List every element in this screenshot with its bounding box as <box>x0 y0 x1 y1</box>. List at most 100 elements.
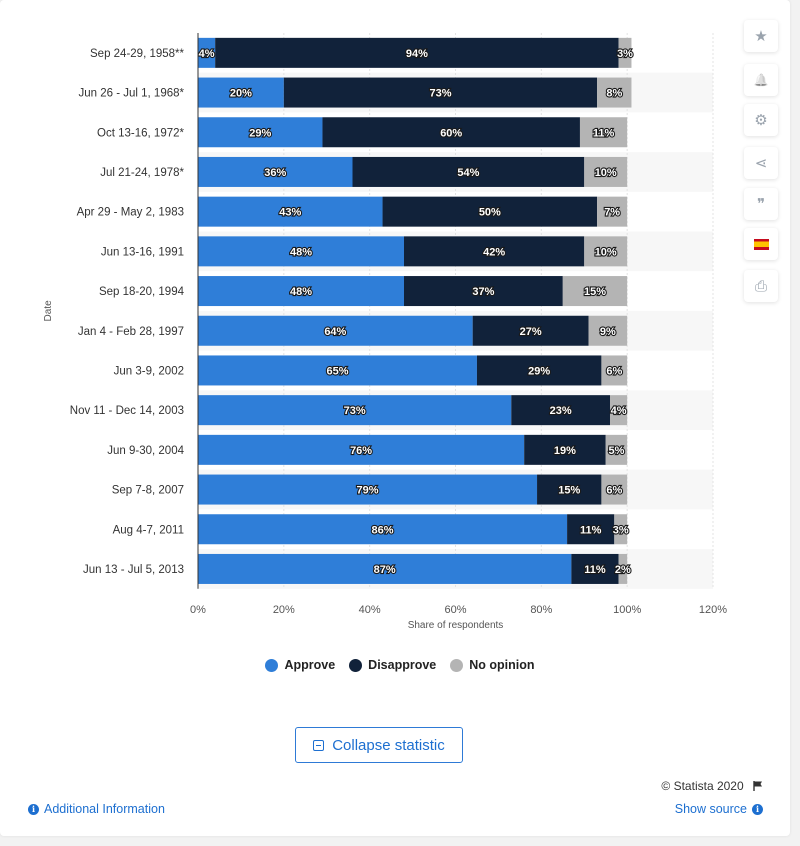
notification-button[interactable]: 🔔 <box>744 64 778 96</box>
bar-no-opinion <box>597 77 632 108</box>
bar-disapprove <box>352 156 585 187</box>
x-tick-label: 60% <box>444 604 466 616</box>
source-info-icon: i <box>752 803 763 815</box>
data-label: 3% <box>613 524 629 536</box>
bar-disapprove <box>283 77 598 108</box>
category-label: Jun 13 - Jul 5, 2013 <box>83 564 184 576</box>
data-label: 15% <box>558 485 580 497</box>
bar-no-opinion <box>601 355 628 386</box>
quote-icon: ❞ <box>756 196 766 213</box>
data-label: 65% <box>326 365 348 377</box>
x-tick-label: 0% <box>190 604 206 616</box>
legend-label-disapprove: Disapprove <box>368 658 437 672</box>
cite-button[interactable]: ❞ <box>744 188 778 220</box>
bar-approve <box>198 236 404 267</box>
data-label: 94% <box>406 48 428 60</box>
data-label: 48% <box>290 246 312 258</box>
data-label: 29% <box>528 365 550 377</box>
legend-dot-no-opinion <box>450 658 464 672</box>
data-label: 73% <box>344 405 366 417</box>
bell-icon: 🔔 <box>753 73 769 87</box>
data-label: 4% <box>199 48 215 60</box>
share-button[interactable]: ⋖ <box>744 147 778 179</box>
collapse-icon <box>313 739 325 751</box>
data-label: 64% <box>324 326 346 338</box>
category-label: Oct 13-16, 1972* <box>97 127 184 139</box>
legend-dot-approve <box>265 658 279 672</box>
category-label: Jun 13-16, 1991 <box>101 246 184 258</box>
data-label: 43% <box>279 207 301 219</box>
data-label: 79% <box>357 485 379 497</box>
data-label: 11% <box>593 127 615 139</box>
gear-icon: ⚙ <box>754 112 768 129</box>
bar-approve <box>198 315 473 346</box>
bar-disapprove <box>404 276 563 307</box>
legend-item-approve[interactable]: Approve <box>265 658 335 672</box>
print-button[interactable]: ⎙ <box>744 270 778 302</box>
data-label: 60% <box>440 127 462 139</box>
data-label: 86% <box>372 524 394 536</box>
copyright-text: © Statista 2020 <box>661 779 744 793</box>
legend-label-approve: Approve <box>284 658 336 672</box>
bar-no-opinion <box>584 236 628 267</box>
chart-legend: Approve Disapprove No opinion <box>0 658 800 672</box>
additional-information-label: Additional Information <box>44 802 165 816</box>
data-label: 48% <box>290 286 312 298</box>
settings-button[interactable]: ⚙ <box>744 104 778 136</box>
bar-no-opinion <box>579 117 628 148</box>
bar-no-opinion <box>618 553 628 584</box>
data-label: 11% <box>580 524 602 536</box>
bar-approve <box>198 553 572 584</box>
bar-approve <box>198 434 525 465</box>
bar-approve <box>198 37 216 68</box>
x-axis-title: Share of respondents <box>408 620 504 631</box>
category-label: Apr 29 - May 2, 1983 <box>77 207 184 219</box>
y-axis-title: Date <box>43 300 54 322</box>
data-label: 19% <box>554 445 576 457</box>
collapse-statistic-button[interactable]: Collapse statistic <box>295 727 463 763</box>
star-icon: ★ <box>754 28 768 45</box>
data-label: 50% <box>479 207 501 219</box>
data-label: 2% <box>615 564 631 576</box>
category-label: Nov 11 - Dec 14, 2003 <box>70 405 184 417</box>
bar-approve <box>198 514 568 545</box>
x-tick-label: 20% <box>273 604 295 616</box>
data-label: 6% <box>606 485 622 497</box>
bar-approve <box>198 395 512 426</box>
legend-item-disapprove[interactable]: Disapprove <box>349 658 436 672</box>
data-label: 73% <box>429 88 451 100</box>
data-label: 54% <box>457 167 479 179</box>
spain-flag-icon <box>753 238 769 250</box>
data-label: 5% <box>608 445 624 457</box>
data-label: 76% <box>350 445 372 457</box>
data-label: 29% <box>249 127 271 139</box>
report-flag-icon[interactable] <box>753 781 763 791</box>
bar-disapprove <box>382 196 598 227</box>
favorite-button[interactable]: ★ <box>744 20 778 52</box>
x-tick-label: 40% <box>359 604 381 616</box>
copyright: © Statista 2020 <box>661 779 763 793</box>
bar-disapprove <box>476 355 602 386</box>
category-label: Aug 4-7, 2011 <box>113 524 184 536</box>
chart: 4% 94% 3% Sep 24-29, 1958** 20% 73% 8% Jun 26 -… <box>43 33 727 631</box>
data-label: 36% <box>264 167 286 179</box>
data-label: 9% <box>600 326 616 338</box>
bar-disapprove <box>524 434 606 465</box>
bar-no-opinion <box>610 395 628 426</box>
x-tick-label: 100% <box>613 604 641 616</box>
show-source-link[interactable]: Show source i <box>675 802 763 816</box>
show-source-label: Show source <box>674 802 747 816</box>
bar-approve <box>198 355 477 386</box>
bar-disapprove <box>537 474 602 505</box>
bar-no-opinion <box>584 156 628 187</box>
additional-information-link[interactable]: i Additional Information <box>28 802 165 816</box>
category-label: Jun 26 - Jul 1, 1968* <box>79 88 185 100</box>
bar-approve <box>198 196 383 227</box>
legend-dot-disapprove <box>349 658 363 672</box>
legend-label-no-opinion: No opinion <box>469 658 535 672</box>
bar-no-opinion <box>597 196 628 227</box>
language-button[interactable] <box>744 228 778 260</box>
bar-no-opinion <box>605 434 628 465</box>
data-label: 15% <box>584 286 606 298</box>
legend-item-no-opinion[interactable]: No opinion <box>450 658 535 672</box>
